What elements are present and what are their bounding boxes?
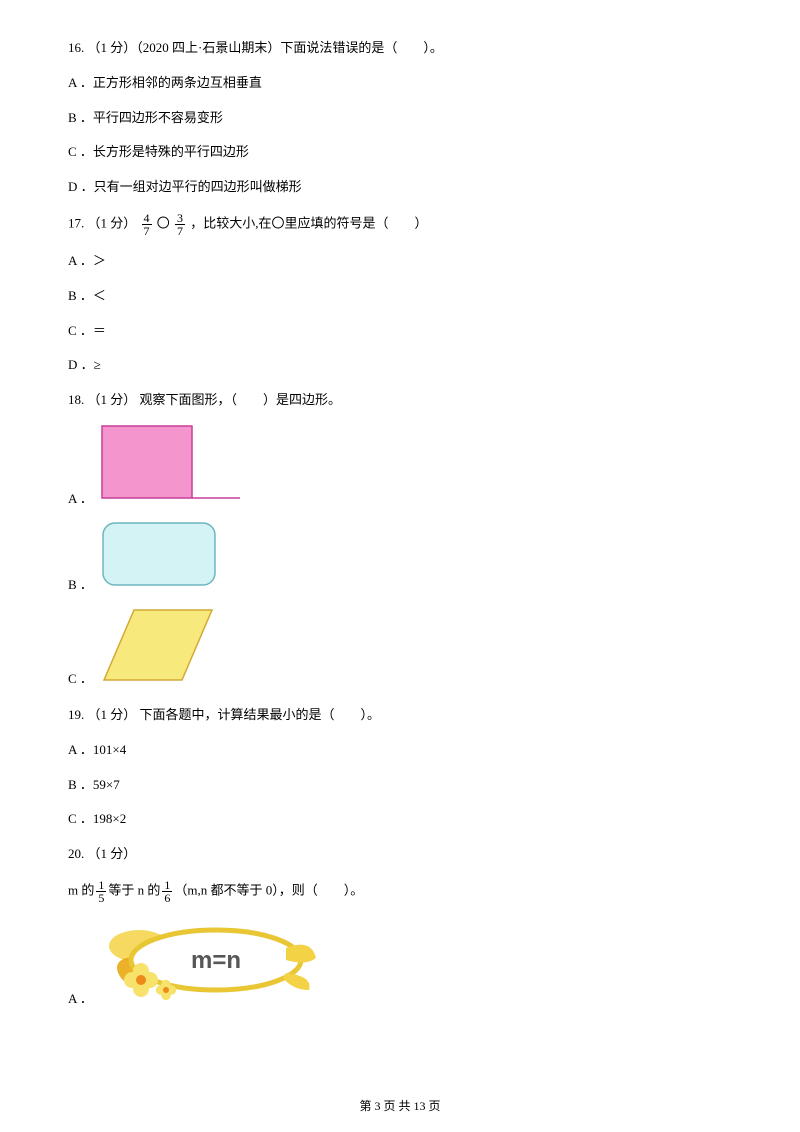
- q18-option-a: A ．: [68, 425, 732, 507]
- q20-option-a: A ． m=n: [68, 918, 732, 1007]
- q20-bubble: m=n: [101, 918, 321, 1007]
- q20-frac1-den: 5: [96, 892, 106, 904]
- q18-shape-c: [101, 607, 216, 687]
- q19-option-b: B ．59×7: [68, 775, 732, 796]
- q17-option-d: D ．≥: [68, 355, 732, 376]
- footer-suffix: 页: [426, 1099, 441, 1113]
- q18-stem: 18. （1 分） 观察下面图形，（ ）是四边形。: [68, 390, 732, 411]
- q17-option-b: B ．＜: [68, 286, 732, 307]
- q16-option-d: D ．只有一组对边平行的四边形叫做梯形: [68, 177, 732, 198]
- page-footer: 第 3 页 共 13 页: [0, 1097, 800, 1114]
- q17-mid: 〇: [157, 215, 173, 230]
- q18-option-b: B ．: [68, 521, 732, 593]
- q16-stem-suffix: ）。: [423, 40, 443, 55]
- q16-stem: 16. （1 分）（2020 四上·石景山期末）下面说法错误的是（ ）。: [68, 38, 732, 59]
- q17-frac1: 4 7: [142, 212, 152, 237]
- q20-frac2-num: 1: [162, 879, 172, 892]
- q20-expression: m 的 1 5 等于 n 的 1 6 （m,n 都不等于 0），则（ ）。: [68, 879, 732, 904]
- q16-option-a: A ．正方形相邻的两条边互相垂直: [68, 73, 732, 94]
- q17-prefix: 17. （1 分）: [68, 215, 140, 230]
- q20-suffix: （m,n 都不等于 0），则（ ）。: [174, 882, 363, 897]
- q17-option-c: C ．＝: [68, 321, 732, 342]
- svg-text:m=n: m=n: [191, 947, 241, 974]
- q16-stem-prefix: 16. （1 分）（2020 四上·石景山期末）下面说法错误的是（: [68, 40, 397, 55]
- footer-mid: 页 共: [380, 1099, 413, 1113]
- q17-frac2: 3 7: [175, 212, 185, 237]
- q20-frac1: 1 5: [96, 879, 106, 904]
- q20-frac1-num: 1: [96, 879, 106, 892]
- q19-option-c: C ．198×2: [68, 809, 732, 830]
- footer-prefix: 第: [359, 1099, 374, 1113]
- q20-frac2-den: 6: [162, 892, 172, 904]
- q17-frac2-den: 7: [175, 225, 185, 237]
- q16-option-c: C ．长方形是特殊的平行四边形: [68, 142, 732, 163]
- q20-label-a: A ．: [68, 988, 93, 1007]
- q20-frac2: 1 6: [162, 879, 172, 904]
- q17-option-a: A ．＞: [68, 251, 732, 272]
- q18-label-a: A ．: [68, 488, 93, 507]
- q18-shape-a: [101, 425, 251, 507]
- q19-stem: 19. （1 分） 下面各题中，计算结果最小的是（ ）。: [68, 705, 732, 726]
- q18-label-b: B ．: [68, 574, 93, 593]
- q20-mid: 等于 n 的: [108, 882, 160, 897]
- q19-option-a: A ．101×4: [68, 740, 732, 761]
- q16-option-b: B ．平行四边形不容易变形: [68, 108, 732, 129]
- q18-option-c: C ．: [68, 607, 732, 687]
- q17-stem: 17. （1 分） 4 7 〇 3 7 ，比较大小,在〇里应填的符号是（ ）: [68, 212, 732, 237]
- q17-suffix: ，比较大小,在〇里应填的符号是（ ）: [190, 215, 427, 230]
- q17-frac1-den: 7: [142, 225, 152, 237]
- q18-shape-b: [101, 521, 221, 593]
- q20-stem: 20. （1 分）: [68, 844, 732, 865]
- q16-blank: [397, 40, 423, 55]
- footer-total: 13: [414, 1099, 426, 1113]
- q18-label-c: C ．: [68, 668, 93, 687]
- q20-prefix: m 的: [68, 882, 94, 897]
